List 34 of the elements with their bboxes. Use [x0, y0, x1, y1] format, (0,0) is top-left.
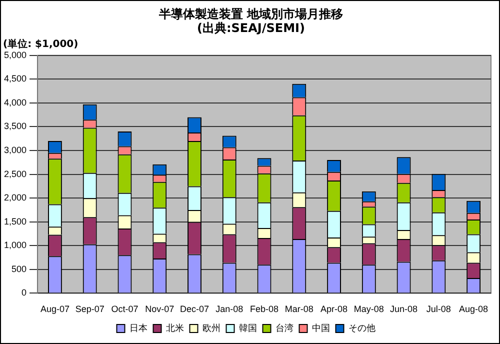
- x-tick-label: Nov-07: [145, 304, 174, 314]
- x-tick-label: Jul-08: [426, 304, 451, 314]
- legend-label: 台湾: [275, 322, 294, 333]
- y-tick-label: 2,500: [4, 168, 27, 179]
- x-tick-label: Jan-08: [216, 304, 244, 314]
- chart-subtitle: (出典:SEAJ/SEMI): [196, 21, 306, 35]
- y-tick-label: 0: [22, 288, 27, 298]
- legend-label: 日本: [129, 322, 148, 333]
- y-tick-label: 1,000: [4, 240, 27, 250]
- x-tick-label: Feb-08: [250, 304, 279, 314]
- text: (単位: $1,000): [3, 38, 78, 51]
- x-tick-label: Apr-08: [320, 304, 348, 314]
- y-tick-label: 3,000: [4, 145, 27, 156]
- x-tick-label: Aug-07: [40, 304, 70, 314]
- x-tick-label: Oct-07: [111, 304, 138, 314]
- x-tick-label: Mar-08: [284, 304, 314, 314]
- y-tick-label: 500: [11, 264, 27, 274]
- legend-label: 北米: [166, 322, 184, 333]
- y-tick-label: 4,000: [4, 97, 27, 108]
- chart-title: 半導体製造装置 地域別市場月推移: [158, 7, 344, 21]
- legend-label: 韓国: [238, 322, 257, 333]
- y-tick-label: 2,000: [4, 192, 27, 203]
- y-tick-label: 3,500: [4, 121, 27, 132]
- x-tick-label: Aug-08: [459, 304, 488, 314]
- y-tick-label: 5,000: [4, 50, 27, 60]
- x-tick-label: Jun-08: [390, 304, 418, 314]
- y-tick-label: 4,500: [4, 74, 27, 84]
- legend-label: その他: [348, 322, 376, 333]
- x-tick-label: Sep-07: [75, 304, 104, 314]
- x-tick-label: May-08: [354, 304, 384, 314]
- x-tick-label: Dec-07: [180, 304, 210, 314]
- legend-label: 欧州: [202, 322, 220, 333]
- y-tick-label: 1,500: [4, 216, 27, 226]
- legend-label: 中国: [312, 322, 330, 333]
